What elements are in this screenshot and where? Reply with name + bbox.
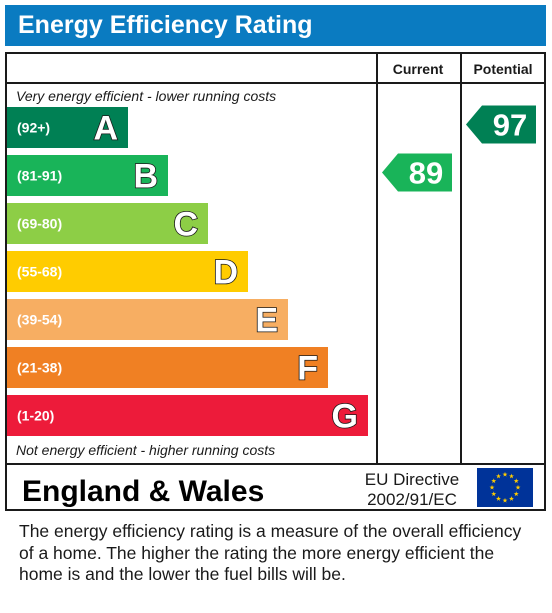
band-f-range: (21-38) <box>17 360 62 376</box>
column-header-potential: Potential <box>473 61 532 77</box>
potential-rating-arrow-shape <box>466 105 536 144</box>
page-title: Energy Efficiency Rating <box>18 11 313 39</box>
band-b-range: (81-91) <box>17 168 62 184</box>
potential-rating-arrow-value: 97 <box>493 108 527 143</box>
footer-directive-line2: 2002/91/EC <box>367 490 457 509</box>
band-e: (39-54) E <box>7 299 288 340</box>
band-f-bar <box>7 347 328 388</box>
description-text: The energy efficiency rating is a measur… <box>19 521 522 584</box>
band-a-bar <box>7 107 128 148</box>
band-e-range: (39-54) <box>17 312 62 328</box>
band-a: (92+) A <box>7 107 128 148</box>
band-g-letter: G <box>332 398 358 436</box>
current-rating-arrow-value: 89 <box>409 156 443 191</box>
band-g: (1-20) G <box>7 395 368 436</box>
eu-flag-icon <box>477 468 533 507</box>
band-b-letter: B <box>133 158 158 196</box>
potential-rating-arrow: 97 <box>466 105 536 144</box>
chart-frame <box>5 52 546 511</box>
footer-directive-line1: EU Directive <box>365 470 459 489</box>
footer-region: England & Wales <box>22 475 264 508</box>
band-c: (69-80) C <box>7 203 208 244</box>
band-c-range: (69-80) <box>17 216 62 232</box>
rating-bands: (92+) A (81-91) B (69-80) C (55-68) D (39-54) E (2… <box>7 107 368 436</box>
band-c-bar <box>7 203 208 244</box>
band-e-bar <box>7 299 288 340</box>
band-f: (21-38) F <box>7 347 328 388</box>
band-a-letter: A <box>93 110 118 148</box>
column-header-current: Current <box>393 61 444 77</box>
band-g-bar <box>7 395 368 436</box>
current-rating-arrow: 89 <box>382 153 452 192</box>
band-d-bar <box>7 251 248 292</box>
band-d-range: (55-68) <box>17 264 62 280</box>
band-a-range: (92+) <box>17 120 50 136</box>
band-d: (55-68) D <box>7 251 248 292</box>
band-c-letter: C <box>173 206 198 244</box>
bottom-note: Not energy efficient - higher running co… <box>16 442 275 458</box>
top-note: Very energy efficient - lower running co… <box>16 88 276 104</box>
rating-arrows: 89 97 <box>382 105 536 192</box>
band-g-range: (1-20) <box>17 408 54 424</box>
current-rating-arrow-shape <box>382 153 452 192</box>
band-b: (81-91) B <box>7 155 168 196</box>
title-bar: Energy Efficiency Rating <box>5 5 546 46</box>
band-e-letter: E <box>255 302 278 340</box>
band-b-bar <box>7 155 168 196</box>
band-d-letter: D <box>213 254 238 292</box>
band-f-letter: F <box>297 350 318 388</box>
